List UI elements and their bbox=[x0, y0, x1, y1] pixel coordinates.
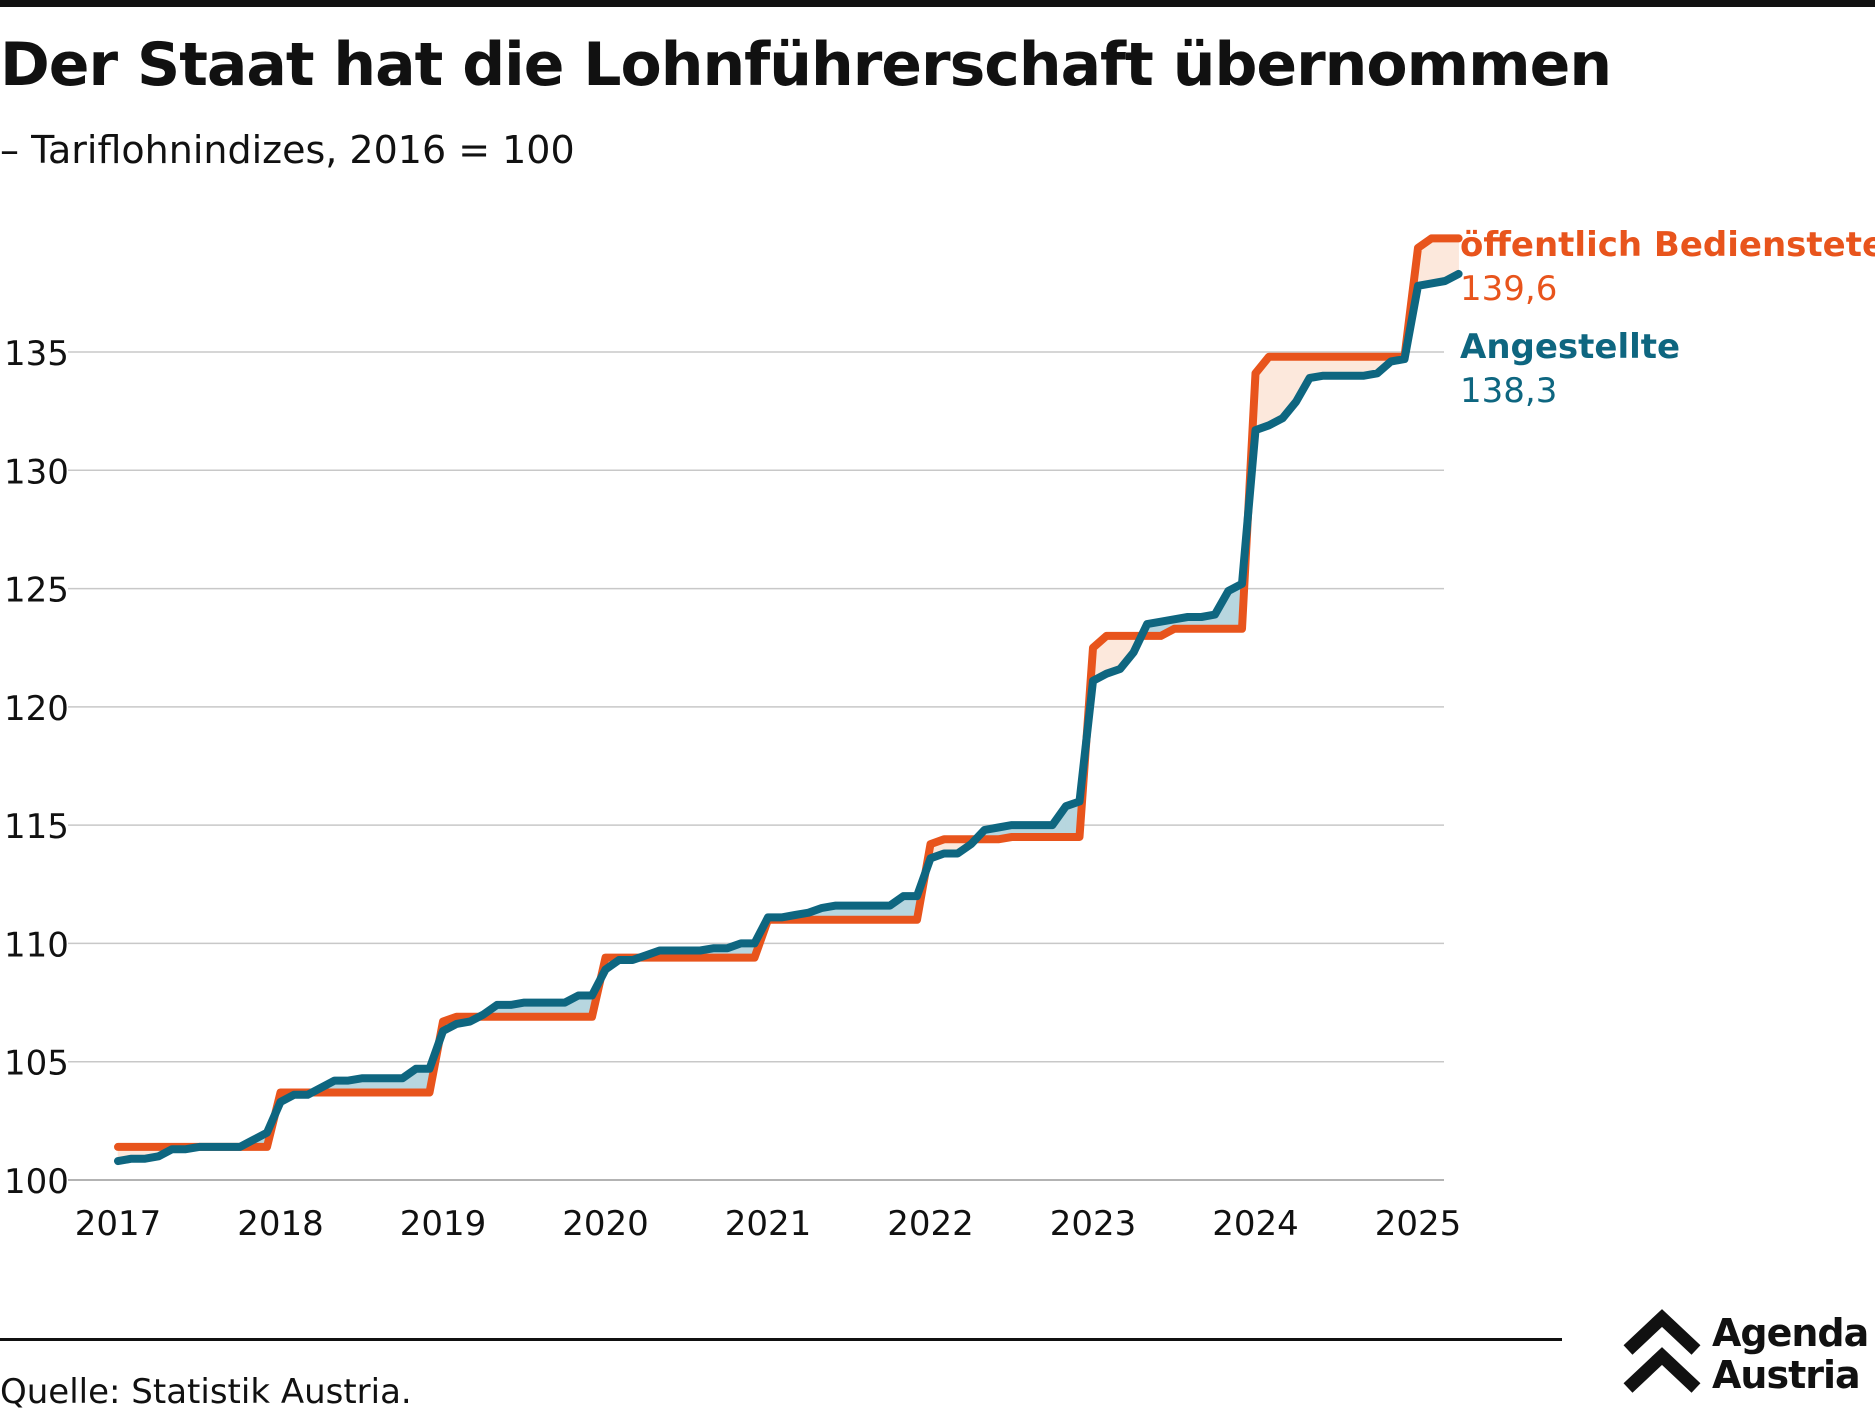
x-tick-label-2023: 2023 bbox=[1050, 1204, 1137, 1244]
y-tick-labels: 100 105 110 115 120 125 130 135 bbox=[4, 334, 69, 1202]
series-end-value-angestellte: 138,3 bbox=[1460, 371, 1557, 411]
y-tick-label-110: 110 bbox=[4, 925, 69, 965]
y-tick-label-135: 135 bbox=[4, 334, 69, 374]
y-tick-label-130: 130 bbox=[4, 452, 69, 492]
top-rule bbox=[0, 0, 1875, 7]
y-tick-label-115: 115 bbox=[4, 807, 69, 847]
agenda-austria-logo: Agenda Austria bbox=[1622, 1308, 1874, 1398]
gap-fill-segment bbox=[1431, 238, 1446, 284]
series-end-value-oeffentlich-bedienstete: 139,6 bbox=[1460, 269, 1557, 309]
y-tick-label-125: 125 bbox=[4, 571, 69, 611]
source-note: Quelle: Statistik Austria. bbox=[0, 1372, 412, 1412]
series-lines bbox=[114, 234, 1463, 1166]
series-name-angestellte: Angestellte bbox=[1460, 327, 1680, 367]
chart-title: Der Staat hat die Lohnführerschaft übern… bbox=[0, 30, 1612, 100]
series-line-oeffentlich-bedienstete bbox=[114, 234, 1463, 1151]
x-tick-labels: 2017 2018 2019 2020 2021 2022 2023 2024 2025 bbox=[75, 1204, 1462, 1244]
x-tick-label-2025: 2025 bbox=[1375, 1204, 1462, 1244]
y-tick-label-105: 105 bbox=[4, 1044, 69, 1084]
double-chevron-icon bbox=[1623, 1309, 1701, 1393]
line-chart: 100 105 110 115 120 125 130 135 2017 2018 2019 202… bbox=[4, 225, 1875, 1244]
y-tick-label-120: 120 bbox=[4, 689, 69, 729]
x-tick-label-2019: 2019 bbox=[400, 1204, 487, 1244]
series-name-oeffentlich-bedienstete: öffentlich Bedienstete bbox=[1460, 225, 1875, 265]
logo-line-2: Austria bbox=[1712, 1353, 1861, 1397]
y-tick-label-100: 100 bbox=[4, 1162, 69, 1202]
logo-line-1: Agenda bbox=[1712, 1311, 1869, 1355]
bottom-rule bbox=[0, 1338, 1562, 1341]
series-line-angestellte bbox=[114, 269, 1463, 1166]
x-tick-label-2017: 2017 bbox=[75, 1204, 162, 1244]
x-tick-label-2018: 2018 bbox=[237, 1204, 324, 1244]
chart-subtitle: – Tariflohnindizes, 2016 = 100 bbox=[0, 128, 575, 172]
grid-lines bbox=[68, 351, 1444, 1181]
x-tick-label-2021: 2021 bbox=[725, 1204, 812, 1244]
x-tick-label-2020: 2020 bbox=[562, 1204, 649, 1244]
logo-text: Agenda Austria bbox=[1712, 1311, 1869, 1397]
x-tick-label-2024: 2024 bbox=[1212, 1204, 1299, 1244]
x-tick-label-2022: 2022 bbox=[887, 1204, 974, 1244]
